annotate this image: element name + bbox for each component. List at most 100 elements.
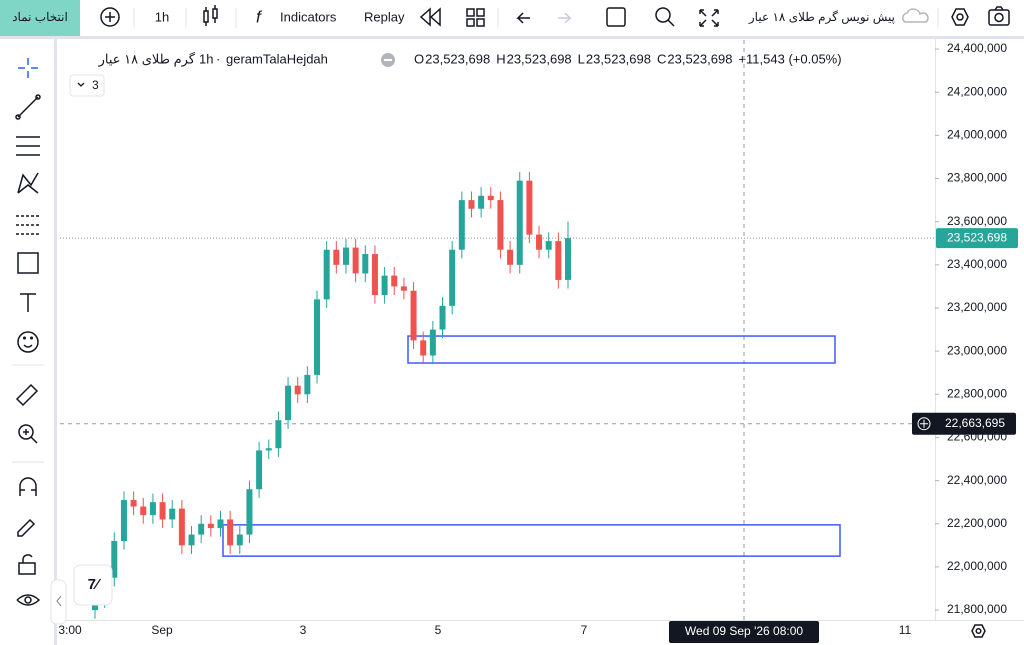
- last-price-badge: [936, 228, 1018, 249]
- legend-high-value: 23,523,698: [507, 51, 572, 66]
- candle-body: [207, 523, 214, 529]
- candle-body: [111, 541, 118, 578]
- y-tick-label: 23,800,000: [947, 171, 1007, 185]
- collapse-icon[interactable]: [56, 595, 62, 607]
- axis-settings-icon[interactable]: [971, 624, 986, 638]
- legend-ticker: geramTalaHejdah: [226, 51, 328, 66]
- screenshot-icon[interactable]: [988, 6, 1010, 26]
- candle-body: [236, 534, 243, 546]
- candle-body: [265, 448, 272, 451]
- x-tick-label: 5: [435, 623, 442, 637]
- candle-body: [178, 508, 185, 546]
- tv-logo[interactable]: [73, 564, 113, 606]
- candle-body: [497, 200, 504, 250]
- undo-icon[interactable]: [516, 12, 530, 24]
- candle-body: [352, 247, 359, 274]
- y-tick-label: 22,800,000: [947, 386, 1007, 400]
- x-tick-label: 7: [581, 623, 588, 637]
- crosshair-price-label: 22,663,695: [945, 416, 1005, 430]
- candle-body: [149, 502, 156, 516]
- y-tick-label: 24,200,000: [947, 84, 1007, 98]
- indicator-count[interactable]: 3: [92, 78, 99, 92]
- y-tick-label: 22,400,000: [947, 473, 1007, 487]
- legend-high-label: H: [496, 51, 505, 66]
- y-tick-label: 22,000,000: [947, 559, 1007, 573]
- candle-body: [169, 508, 176, 520]
- candle-body: [217, 519, 224, 529]
- y-tick-label: 23,600,000: [947, 214, 1007, 228]
- crosshair-plus-icon: [917, 417, 931, 431]
- y-tick-label: 22,200,000: [947, 516, 1007, 530]
- tv-logo-mark: 7⁄: [88, 576, 102, 593]
- replay-icon[interactable]: [419, 7, 441, 27]
- candle-body: [449, 249, 456, 306]
- redo-icon[interactable]: [558, 12, 572, 24]
- candle-body: [246, 489, 253, 535]
- x-tick-label: 11: [899, 623, 912, 637]
- cloud-icon: [902, 8, 929, 23]
- legend-close-value: 23,523,698: [667, 51, 732, 66]
- candle-body: [314, 299, 321, 375]
- candle-body: [458, 200, 465, 250]
- replay-button[interactable]: Replay: [364, 9, 405, 24]
- collapse-toolbar-button[interactable]: [50, 579, 67, 625]
- candle-body: [227, 519, 234, 546]
- candle-body: [256, 450, 263, 490]
- symbol-button-label[interactable]: انتخاب نماد: [12, 10, 68, 24]
- candle-body: [159, 502, 166, 520]
- legend-change: +11,543 (+0.05%): [738, 51, 841, 66]
- indicators-button[interactable]: Indicators: [280, 9, 337, 24]
- chevron-icon[interactable]: [77, 82, 85, 87]
- legend-symbol: گرم طلای ۱۸ عیار: [98, 51, 196, 67]
- candle-body: [468, 200, 475, 209]
- y-tick-label: 23,200,000: [947, 300, 1007, 314]
- chart-type-icon[interactable]: [203, 5, 218, 26]
- last-price-label: 23,523,698: [947, 230, 1007, 244]
- candle-body: [400, 286, 407, 291]
- candle-body: [342, 247, 349, 265]
- indicators-toggle[interactable]: [69, 74, 105, 97]
- candle-body: [516, 180, 523, 265]
- crosshair-plus-mark: [920, 419, 928, 428]
- crosshair-price-badge: [912, 412, 1016, 435]
- crosshair-time-label: Wed 09 Sep '26 08:00: [685, 624, 803, 638]
- rectangle-drawing: [407, 335, 836, 364]
- search-icon[interactable]: [655, 7, 675, 27]
- x-tick-label: 3:00: [58, 623, 82, 637]
- expand-icon[interactable]: [699, 9, 719, 27]
- indicators-icon[interactable]: f: [256, 7, 263, 26]
- legend-close-label: C: [657, 51, 666, 66]
- layouts-icon[interactable]: [466, 8, 485, 27]
- drawing-tools[interactable]: [15, 58, 41, 606]
- fullscreen-box-icon[interactable]: [606, 7, 626, 27]
- candle-body: [410, 290, 417, 341]
- candle-body: [545, 241, 552, 250]
- y-tick-label: 24,400,000: [947, 41, 1007, 55]
- y-tick-label: 21,800,000: [947, 602, 1007, 616]
- candle-body: [198, 523, 205, 535]
- add-symbol-icon[interactable]: [100, 7, 120, 27]
- legend-interval: 1h: [199, 51, 213, 66]
- candle-body: [294, 385, 301, 395]
- candle-body: [507, 249, 514, 265]
- candle-body: [439, 305, 446, 330]
- candle-body: [140, 506, 147, 516]
- legend-separator: ·: [216, 51, 220, 66]
- candle-body: [391, 275, 398, 287]
- y-tick-label: 23,000,000: [947, 343, 1007, 357]
- candle-body: [429, 329, 436, 356]
- interval-button[interactable]: 1h: [155, 9, 169, 24]
- candle-body: [381, 275, 388, 296]
- candle-body: [555, 241, 562, 280]
- candle-body: [120, 500, 127, 542]
- x-tick-label: 3: [300, 623, 307, 637]
- legend-low-value: 23,523,698: [586, 51, 651, 66]
- legend-low-label: L: [578, 51, 585, 66]
- settings-icon[interactable]: [951, 8, 969, 26]
- layout-name[interactable]: پیش نویس گرم طلای ۱۸ عیار: [748, 10, 895, 24]
- candle-body: [304, 374, 311, 395]
- candle-body: [130, 500, 137, 507]
- rectangle-drawing: [222, 524, 841, 557]
- symbol-button[interactable]: [0, 0, 80, 36]
